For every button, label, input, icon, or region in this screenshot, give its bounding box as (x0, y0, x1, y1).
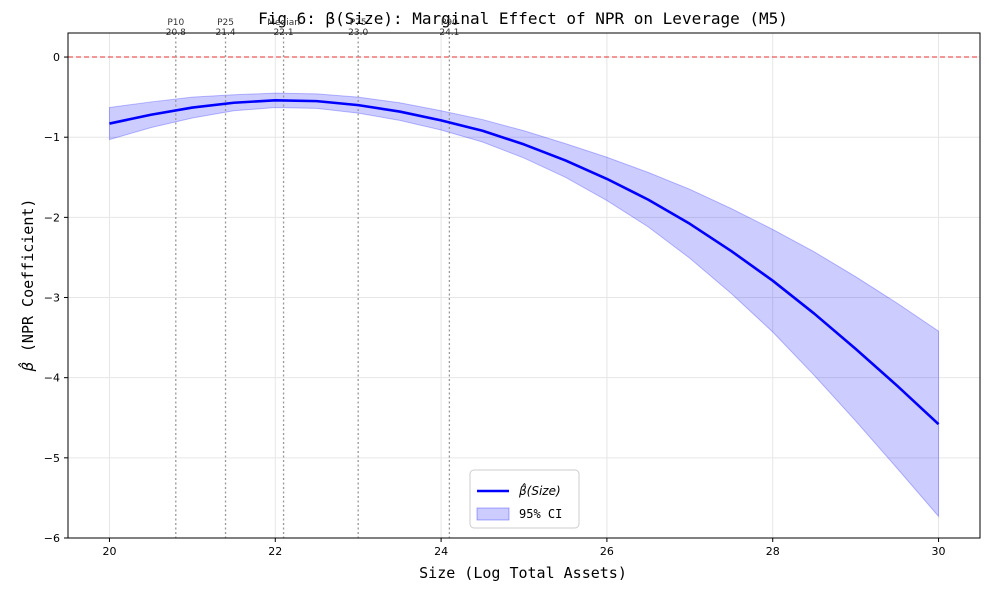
legend-label-estimate: β̂(Size) (518, 482, 561, 498)
x-tick-label: 24 (434, 545, 448, 558)
y-tick-label: −4 (44, 372, 60, 385)
ci-band (108, 92, 940, 518)
legend-patch-swatch (476, 507, 510, 521)
y-axis-label: β̂ (NPR Coefficient) (17, 199, 37, 373)
series-line (109, 99, 940, 426)
chart-title: Fig 6: β(Size): Marginal Effect of NPR o… (258, 9, 788, 28)
percentile-label: P10 (167, 18, 184, 28)
y-axis-text: (NPR Coefficient) (19, 199, 37, 353)
percentile-label: Median (267, 18, 300, 28)
x-tick-label: 30 (932, 545, 946, 558)
x-axis-label: Size (Log Total Assets) (419, 564, 627, 582)
y-tick-label: −5 (44, 452, 60, 465)
x-tick-label: 26 (600, 545, 614, 558)
y-tick-label: −1 (44, 131, 60, 144)
svg-text:β̂ (NPR Coefficient): β̂ (NPR Coefficient) (17, 199, 37, 373)
legend-label-ci: 95% CI (519, 507, 562, 521)
percentile-label: P90 (441, 18, 458, 28)
y-axis-ticks: 0 −1 −2 −3 −4 −5 −6 (44, 51, 68, 545)
y-tick-label: −6 (44, 532, 60, 545)
x-tick-label: 22 (268, 545, 282, 558)
percentile-label: P25 (217, 18, 234, 28)
x-tick-label: 20 (102, 545, 116, 558)
confidence-band-layer (108, 92, 940, 518)
y-tick-label: −2 (44, 211, 60, 224)
series-layer (109, 99, 940, 426)
plot-frame (67, 32, 981, 539)
y-tick-label: 0 (53, 51, 60, 64)
legend: β̂(Size) 95% CI (469, 469, 580, 529)
y-tick-label: −3 (44, 292, 60, 305)
y-axis-symbol: β̂ (17, 361, 37, 372)
percentile-label: P75 (350, 18, 367, 28)
legend-box (469, 469, 580, 529)
x-axis-ticks: 20 22 24 26 28 30 (102, 538, 946, 558)
x-tick-label: 28 (766, 545, 780, 558)
